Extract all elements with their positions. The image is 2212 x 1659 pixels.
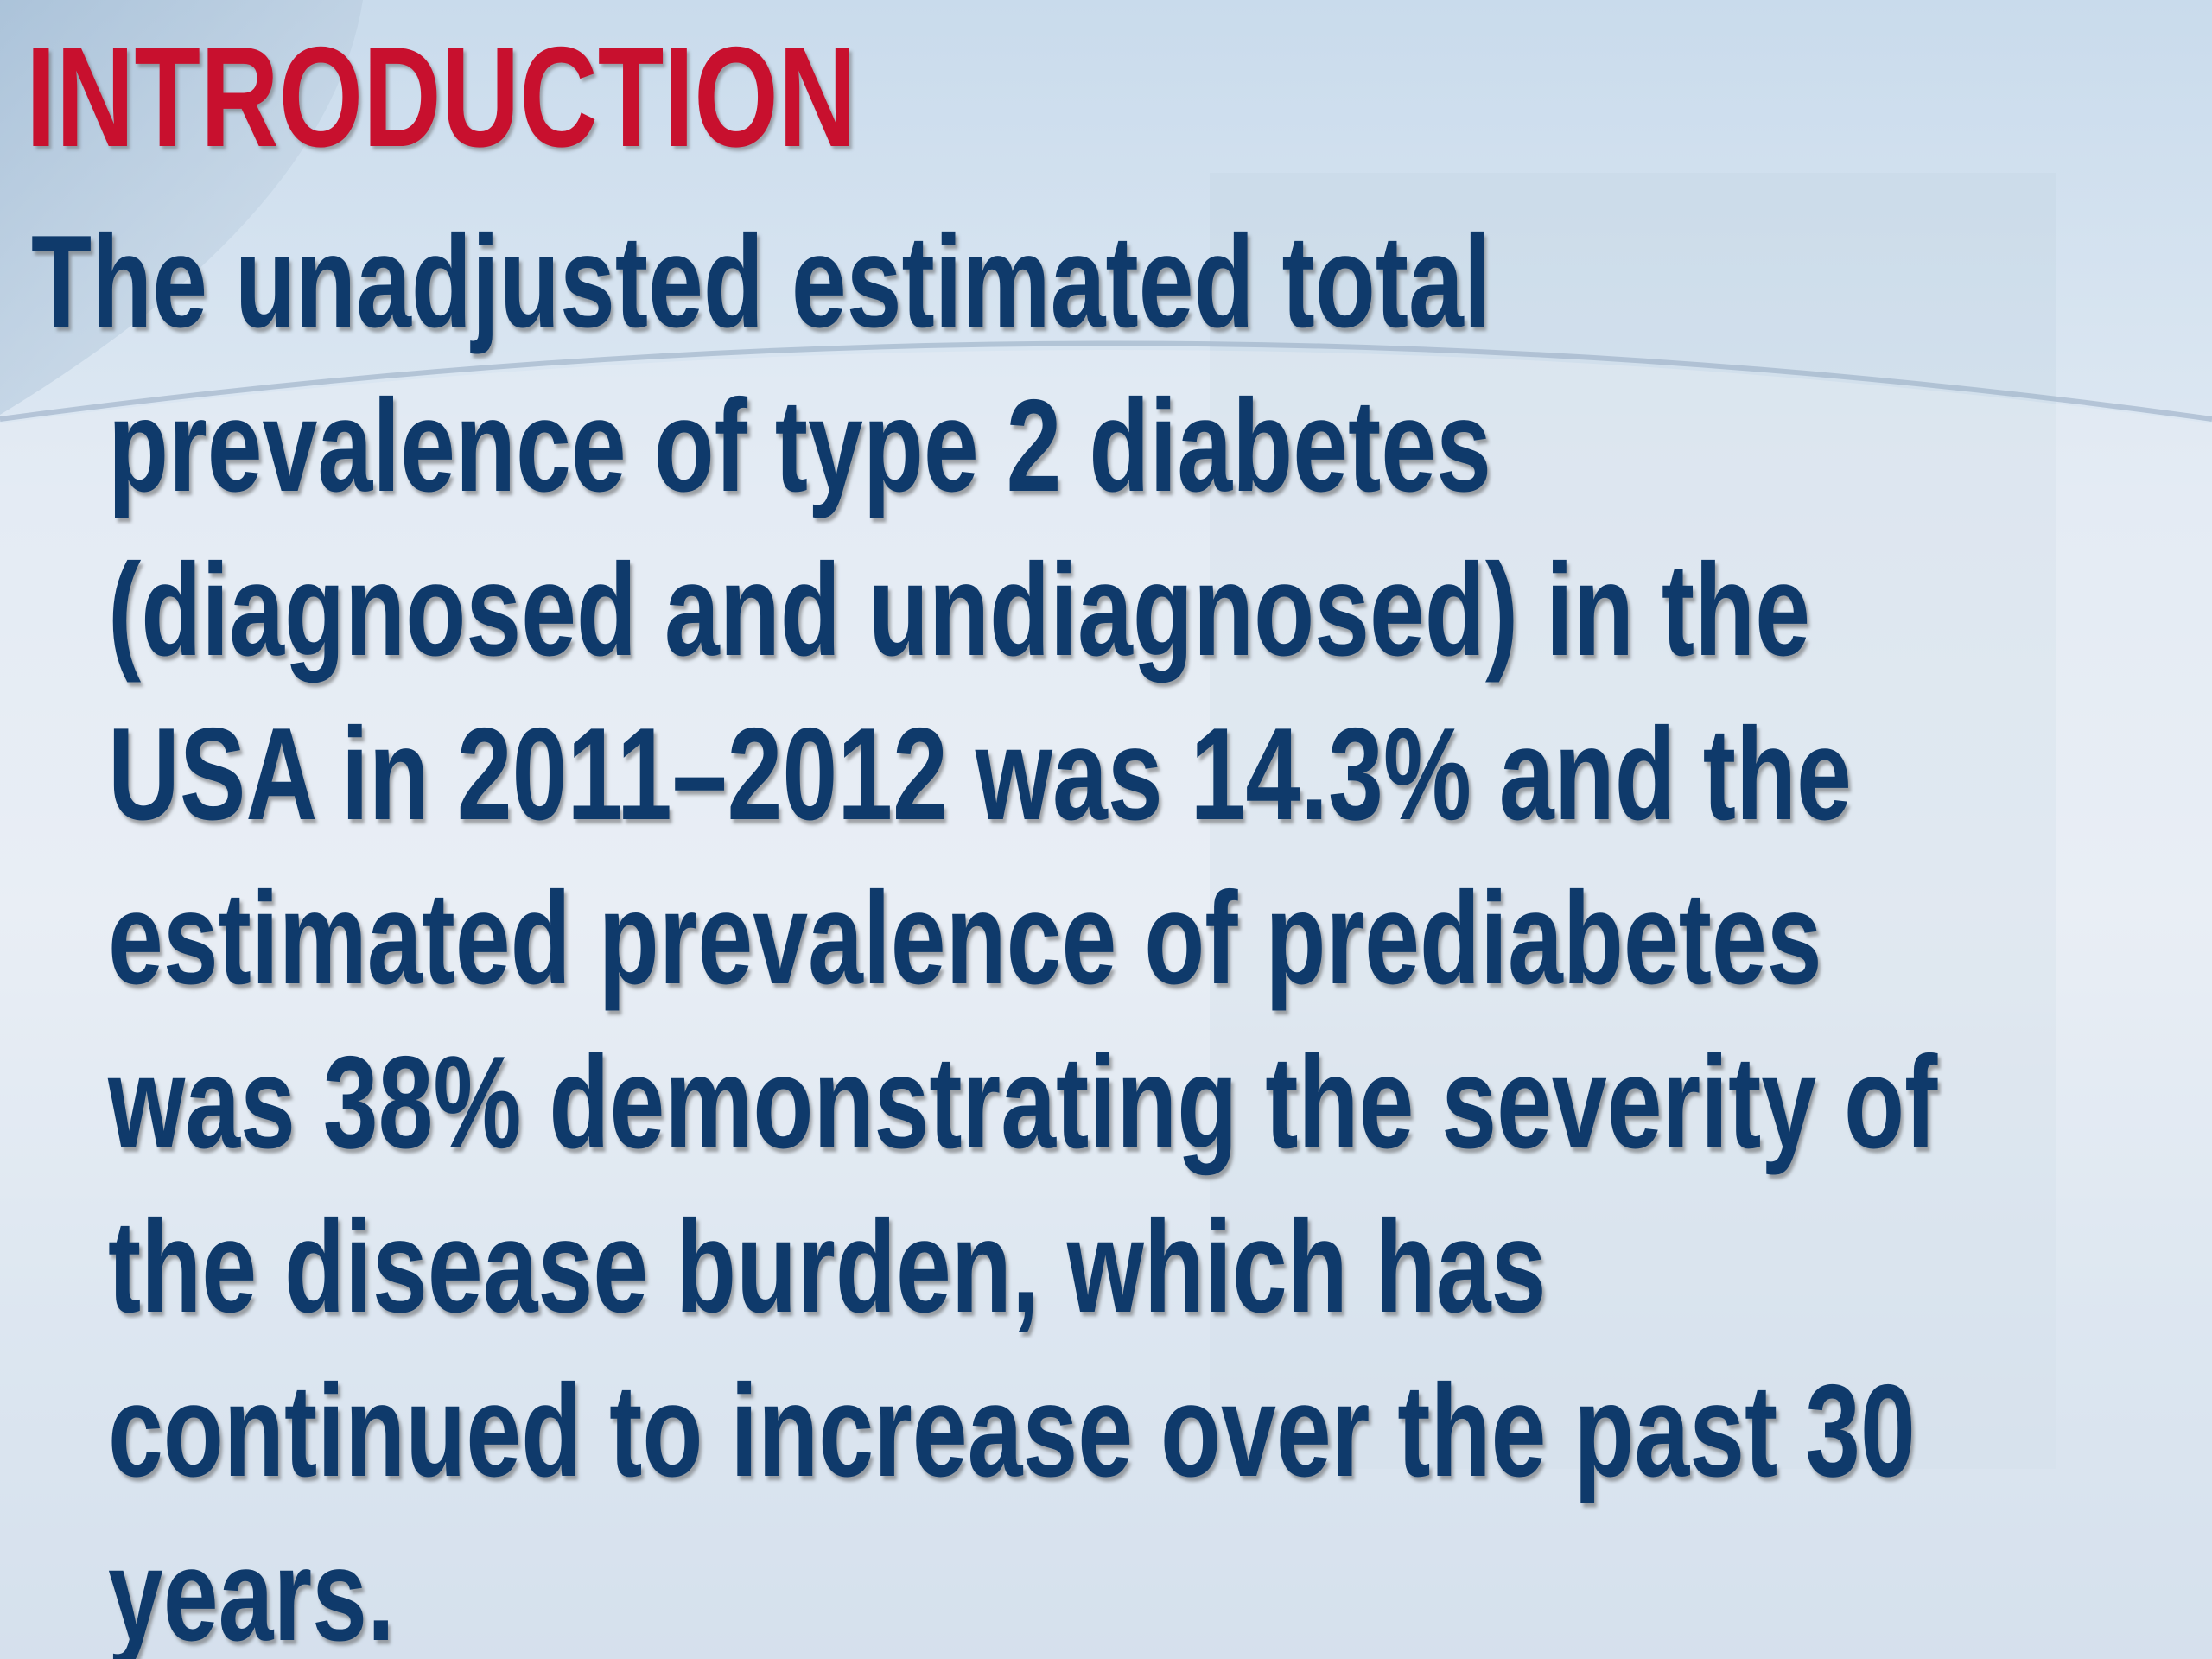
body-line: prevalence of type 2 diabetes <box>108 372 1491 519</box>
body-line: estimated prevalence of prediabetes <box>108 865 1822 1012</box>
body-line: the disease burden, which has <box>108 1193 1547 1340</box>
slide-title: INTRODUCTION <box>26 17 857 176</box>
body-line: USA in 2011–2012 was 14.3% and the <box>108 701 1852 848</box>
body-line: (diagnosed and undiagnosed) in the <box>108 537 1811 683</box>
body-line: The unadjusted estimated total <box>31 208 1491 355</box>
body-line: years. <box>108 1522 395 1659</box>
body-line: was 38% demonstrating the severity of <box>108 1029 1938 1176</box>
body-line: continued to increase over the past 30 <box>108 1357 1916 1504</box>
